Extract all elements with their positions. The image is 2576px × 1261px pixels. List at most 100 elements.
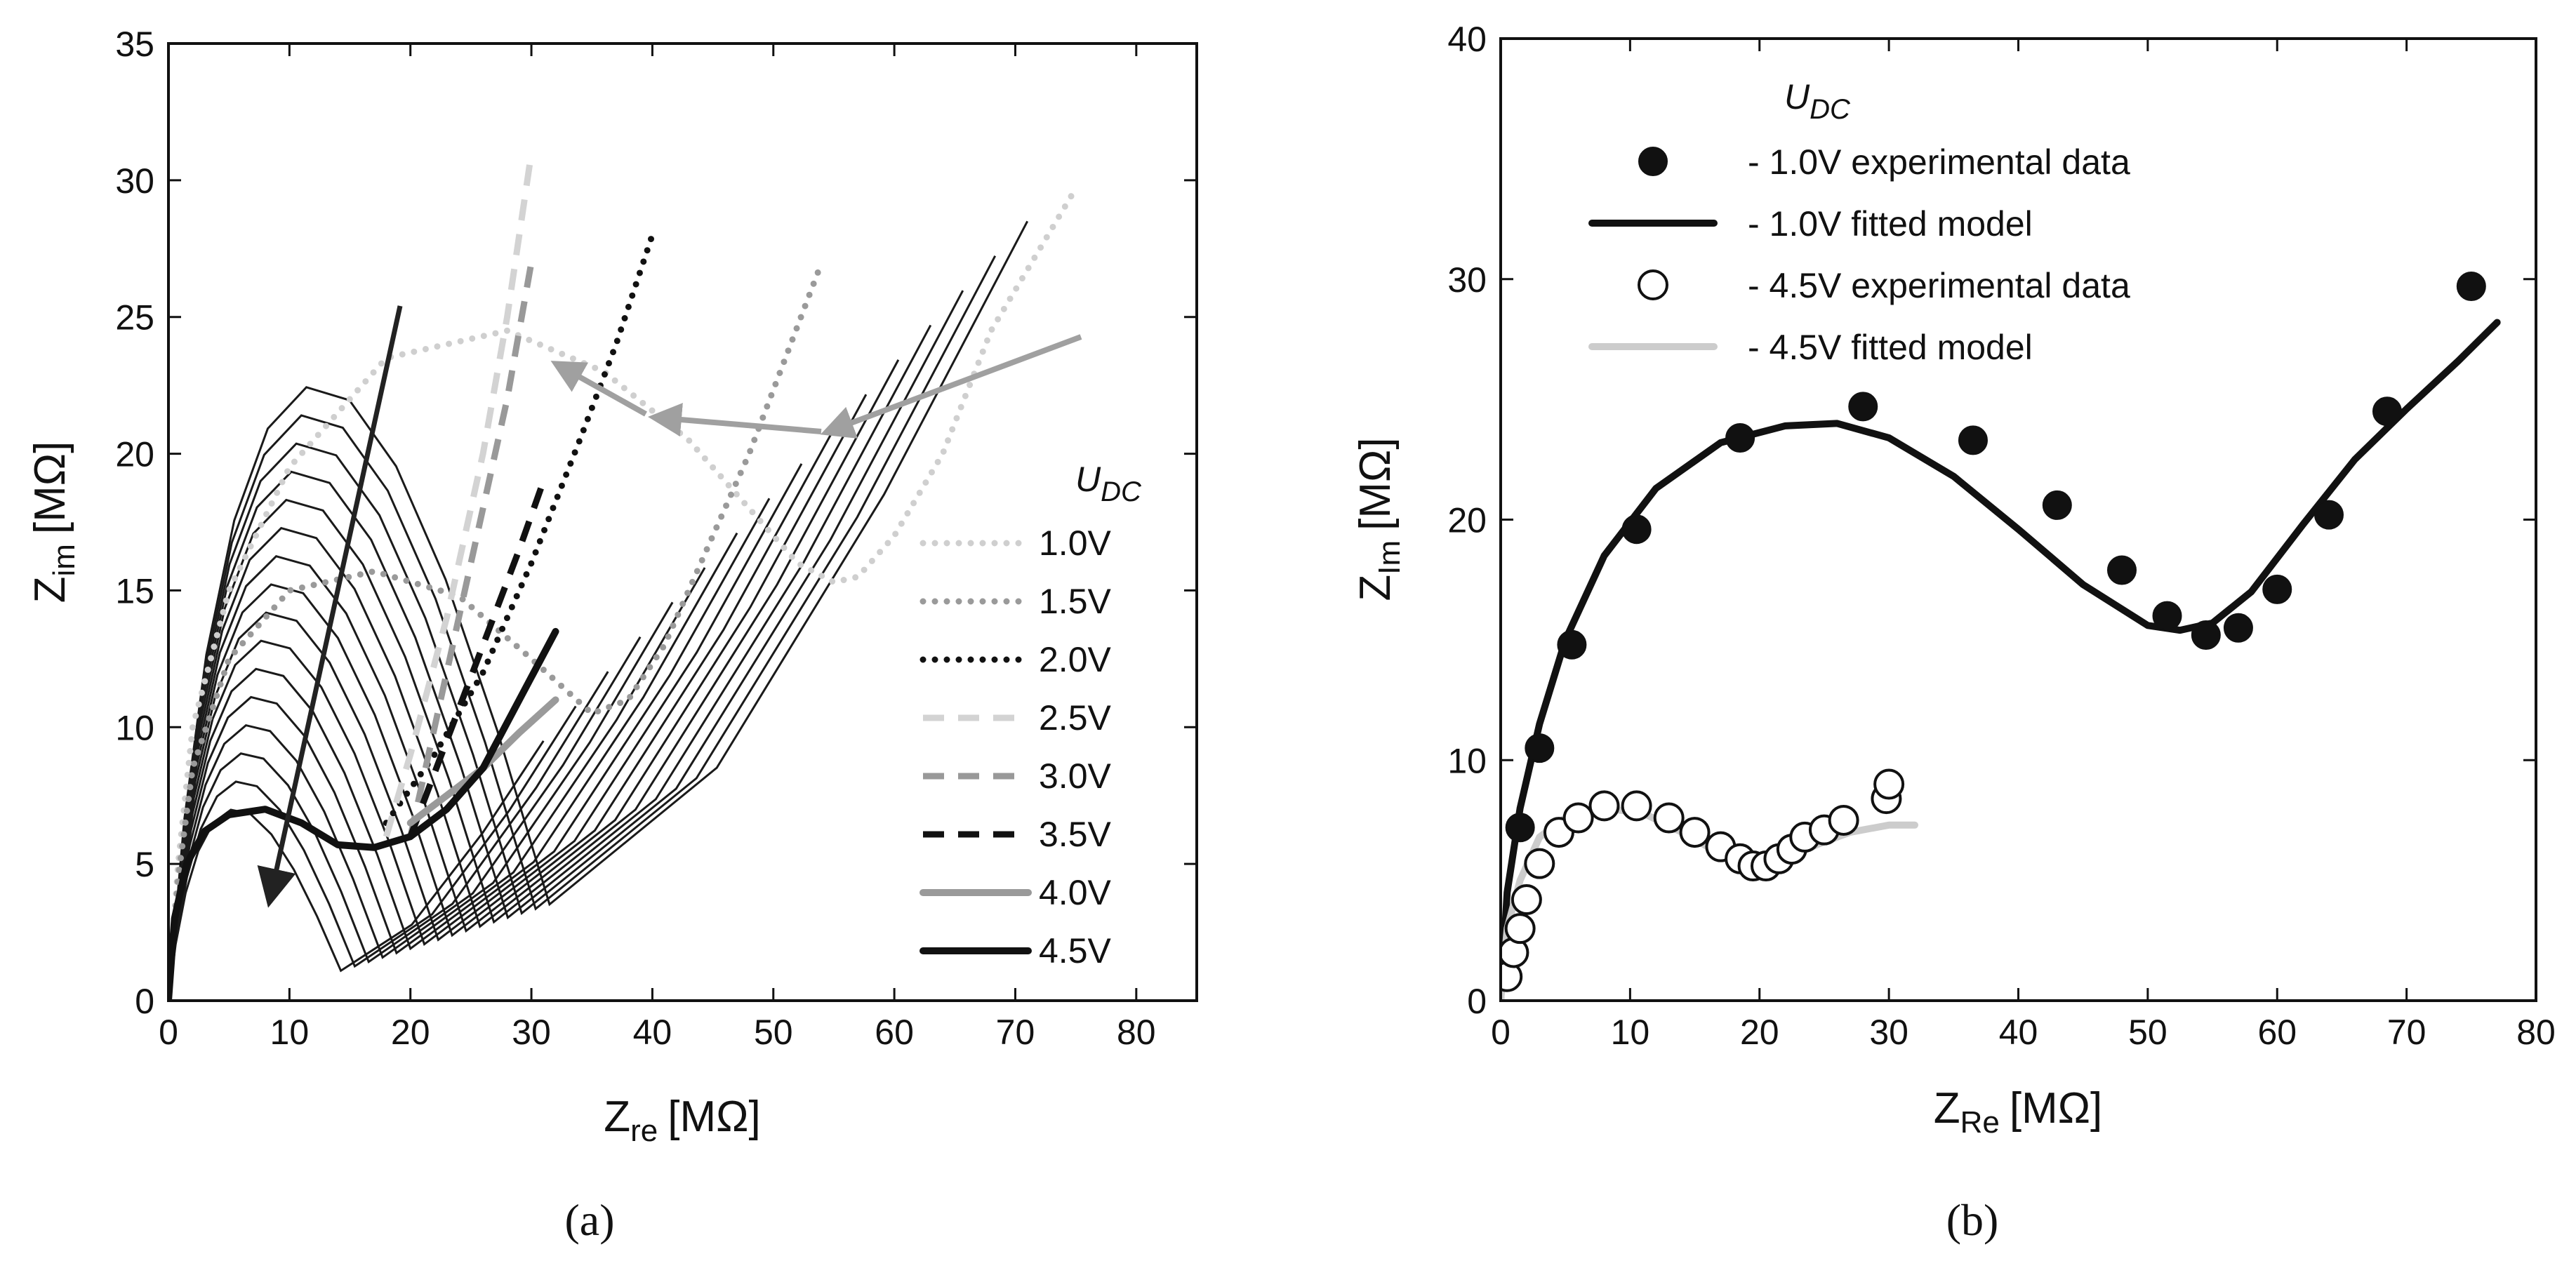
panel-b-point-4.5v-experimental-data <box>1588 790 1620 822</box>
panel-a-x-tick-label: 50 <box>754 1013 793 1052</box>
panel-b-point-1.0v-experimental-data <box>2223 613 2253 643</box>
panel-a-legend-label-2.5v: 2.5V <box>1039 698 1112 738</box>
panel-b-y-tick-label: 0 <box>1467 982 1487 1021</box>
panel-b-legend: UDC - 1.0V experimental data - 1.0V fitte… <box>1588 77 2130 367</box>
panel-b-point-1.0v-experimental-data <box>2372 396 2402 427</box>
panel-b-x-tick-label: 0 <box>1491 1013 1511 1052</box>
panel-b-point-1.0v-experimental-data <box>1725 422 1755 453</box>
panel-b-legend-swatch-4.5v-experimental-data <box>1638 269 1668 300</box>
panel-a-caption: (a) <box>564 1195 614 1245</box>
panel-a-axis-ticks: 0 10 20 30 40 50 60 70 80 0 5 10 15 20 25 30 35 <box>115 25 1197 1052</box>
panel-b-point-1.0v-experimental-data <box>2152 601 2182 631</box>
panel-a-series-4.5v <box>168 627 559 1001</box>
panel-a-y-tick-label: 15 <box>115 571 154 611</box>
panel-b-legend-title: UDC <box>1784 77 1851 125</box>
panel-a-series-3.5v <box>407 480 547 838</box>
panel-a-y-tick-label: 0 <box>135 982 154 1021</box>
panel-a-intermediate-curve <box>168 498 771 1001</box>
arrow-gray-3 <box>550 361 647 417</box>
panel-b-x-tick-label: 60 <box>2257 1013 2297 1052</box>
panel-b-point-1.0v-experimental-data <box>2314 500 2344 530</box>
panel-b-y-tick-label: 30 <box>1447 260 1487 300</box>
panel-b: 0 10 20 30 40 50 60 70 80 0 10 20 30 40 ZRe [MΩ] ZIm[M… <box>1351 20 2556 1245</box>
panel-b-x-tick-label: 70 <box>2387 1013 2426 1052</box>
panel-a-intermediate-curve <box>168 705 577 1001</box>
panel-b-point-4.5v-experimental-data <box>1873 768 1905 800</box>
panel-a-legend-label-1.0v: 1.0V <box>1039 523 1112 563</box>
panel-b-point-1.0v-experimental-data <box>2262 574 2292 604</box>
panel-a-series-3.0v <box>407 261 535 838</box>
panel-a-series-1.0v <box>168 185 1080 1001</box>
panel-a-series <box>168 152 1080 1001</box>
panel-a-x-tick-label: 20 <box>391 1013 430 1052</box>
panel-a-y-tick-label: 20 <box>115 435 154 474</box>
panel-a-plot-frame <box>167 42 1198 1002</box>
panel-b-point-1.0v-experimental-data <box>2042 490 2072 520</box>
panel-b-point-4.5v-experimental-data <box>1828 804 1859 836</box>
panel-a-x-tick-label: 70 <box>996 1013 1035 1052</box>
panel-b-x-tick-label: 80 <box>2516 1013 2556 1052</box>
panel-a-intermediate-curve <box>168 394 868 1001</box>
panel-b-x-tick-label: 30 <box>1869 1013 1908 1052</box>
panel-b-plot-frame <box>1499 37 2537 1002</box>
panel-b-point-4.5v-experimental-data <box>1504 913 1536 945</box>
panel-a-legend-label-3.0v: 3.0V <box>1039 756 1112 796</box>
panel-a-series-2.0v <box>383 232 656 827</box>
panel-a-legend-label-2.0v: 2.0V <box>1039 640 1112 679</box>
panel-b-x-tick-label: 50 <box>2128 1013 2167 1052</box>
panel-a-intermediate-curve <box>168 359 900 1001</box>
panel-b-point-1.0v-experimental-data <box>1958 425 1988 455</box>
panel-b-point-1.0v-experimental-data <box>1621 514 1652 545</box>
panel-a-series-1.5v <box>168 259 825 1001</box>
panel-b-point-1.0v-experimental-data <box>1848 392 1878 422</box>
panel-b-y-tick-label: 20 <box>1447 501 1487 540</box>
panel-a-intermediate-curves <box>168 220 1029 1001</box>
panel-b-axis-ticks: 0 10 20 30 40 50 60 70 80 0 10 20 30 40 <box>1447 20 2555 1052</box>
panel-a-x-tick-label: 0 <box>159 1013 178 1052</box>
panel-b-point-4.5v-experimental-data <box>1511 884 1542 916</box>
panel-b-point-4.5v-experimental-data <box>1524 848 1555 879</box>
panel-b-x-axis-label: ZRe [MΩ] <box>1934 1084 2103 1140</box>
panel-b-y-tick-label: 40 <box>1447 20 1487 59</box>
panel-b-point-1.0v-experimental-data <box>2107 555 2137 585</box>
panel-a-legend-label-3.5v: 3.5V <box>1039 815 1112 854</box>
panel-a-intermediate-curve <box>168 428 835 1001</box>
panel-a-y-tick-label: 30 <box>115 161 154 201</box>
panel-a-legend-label-4.5v: 4.5V <box>1039 931 1112 970</box>
panel-b-legend-label-4.5v-experimental-data: - 4.5V experimental data <box>1748 266 2130 305</box>
panel-a-x-tick-label: 30 <box>512 1013 551 1052</box>
panel-a-series-2.5v <box>383 152 535 838</box>
panel-b-point-1.0v-experimental-data <box>1505 813 1535 843</box>
panel-a-y-axis-label: Zim[MΩ] <box>26 441 81 603</box>
panel-a-intermediate-curve <box>168 601 674 1001</box>
panel-a-intermediate-curve <box>168 636 642 1001</box>
panel-b-legend-label-4.5v-fitted-model: - 4.5V fitted model <box>1748 328 2033 367</box>
panel-b-point-1.0v-experimental-data <box>1525 733 1555 763</box>
panel-b-point-1.0v-experimental-data <box>1557 629 1587 660</box>
panel-b-legend-swatch-1.0v-experimental-data <box>1638 147 1668 176</box>
panel-a-intermediate-curve <box>168 220 1029 1001</box>
panel-b-point-4.5v-experimental-data <box>1621 790 1652 822</box>
panel-b-series-1.0v-fitted-model <box>1501 319 2501 1001</box>
panel-a-y-tick-label: 10 <box>115 708 154 747</box>
panel-a-intermediate-curve <box>168 255 997 1001</box>
arrow-gray-2 <box>648 403 822 436</box>
panel-b-legend-label-1.0v-fitted-model: - 1.0V fitted model <box>1748 204 2033 243</box>
panel-b-y-tick-label: 10 <box>1447 741 1487 780</box>
panel-b-x-tick-label: 20 <box>1740 1013 1779 1052</box>
panel-b-point-1.0v-experimental-data <box>2191 620 2221 650</box>
panel-b-x-tick-label: 40 <box>1999 1013 2038 1052</box>
panel-a-legend-label-4.0v: 4.0V <box>1039 873 1112 912</box>
panel-b-x-tick-label: 10 <box>1611 1013 1650 1052</box>
panel-a-y-tick-label: 25 <box>115 298 154 338</box>
panel-a-legend-title: UDC <box>1075 460 1142 507</box>
panel-a-intermediate-curve <box>168 463 803 1001</box>
panel-a-intermediate-curve <box>168 324 932 1001</box>
arrow-peak-decrease <box>257 305 403 908</box>
panel-a-legend-label-1.5v: 1.5V <box>1039 582 1112 621</box>
panel-a-x-tick-label: 10 <box>270 1013 310 1052</box>
panel-b-point-4.5v-experimental-data <box>1562 802 1594 834</box>
panel-a-x-axis-label: Zre [MΩ] <box>604 1093 760 1148</box>
panel-b-legend-label-1.0v-experimental-data: - 1.0V experimental data <box>1748 142 2130 182</box>
